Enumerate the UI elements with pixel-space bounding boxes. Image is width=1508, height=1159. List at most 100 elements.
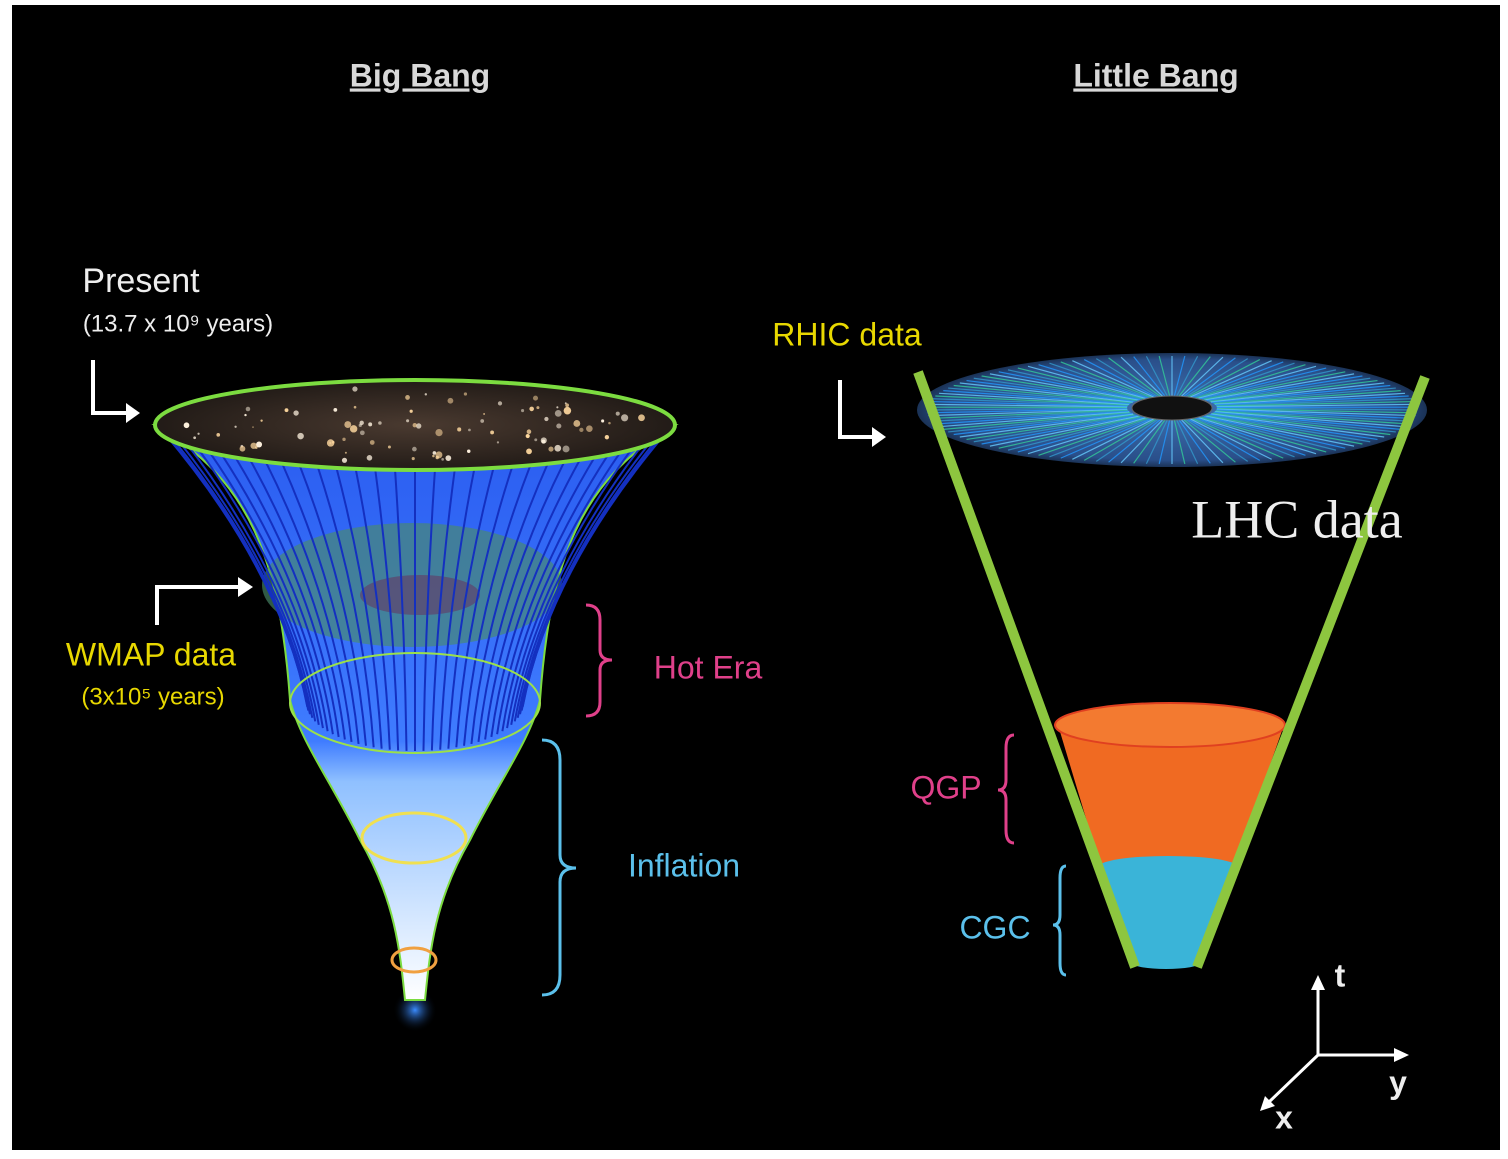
galaxy [605, 435, 609, 439]
galaxy [252, 426, 254, 428]
beam-pipe [1132, 396, 1212, 420]
galaxy [293, 410, 298, 415]
galaxy [345, 452, 347, 454]
galaxy [608, 422, 611, 425]
galaxy [406, 419, 409, 422]
galaxy [412, 457, 415, 460]
galaxy [197, 433, 199, 435]
galaxy [554, 445, 561, 452]
present-label: Present [82, 262, 200, 300]
cgc-top [1100, 856, 1236, 876]
galaxy [536, 406, 539, 409]
axis-x: x [1275, 1099, 1293, 1135]
galaxy [216, 433, 220, 437]
galaxy [579, 428, 583, 432]
galaxy [565, 403, 569, 407]
galaxy [638, 414, 645, 421]
galaxy [448, 398, 454, 404]
qgp-top [1055, 703, 1285, 747]
page: {"left": {"title": "Big Bang", "present"… [0, 0, 1508, 1154]
galaxy [240, 446, 246, 452]
galaxy [541, 437, 547, 443]
galaxy [416, 423, 421, 428]
galaxy [234, 426, 236, 428]
galaxy [555, 410, 562, 417]
galaxy [285, 408, 289, 412]
galaxy [193, 436, 196, 439]
galaxy [327, 439, 334, 446]
galaxy [573, 420, 580, 427]
galaxy [526, 434, 530, 438]
galaxy [342, 458, 347, 463]
galaxy [621, 414, 628, 421]
inflation-label: Inflation [628, 847, 740, 883]
galaxy [255, 446, 258, 449]
galaxy [360, 421, 364, 425]
galaxy [184, 422, 190, 428]
galaxy [260, 419, 262, 421]
galaxy [586, 425, 593, 432]
galaxy [413, 423, 417, 427]
galaxy [544, 417, 548, 421]
galaxy [498, 401, 502, 405]
galaxy [388, 445, 391, 448]
galaxy [412, 447, 417, 452]
galaxy [467, 450, 470, 453]
galaxy [521, 409, 524, 412]
galaxy [297, 433, 304, 440]
galaxy [533, 396, 538, 401]
galaxy [556, 406, 558, 408]
wmap-time: (3x10⁵ years) [81, 683, 224, 710]
galaxy [368, 422, 372, 426]
galaxy [616, 412, 620, 416]
galaxy [246, 407, 251, 412]
qgp-label: QGP [910, 769, 981, 805]
galaxy [457, 427, 461, 431]
left-title: Big Bang [350, 57, 490, 93]
galaxy [244, 414, 246, 416]
galaxy [435, 451, 442, 458]
galaxy [370, 440, 375, 445]
axis-y: y [1389, 1064, 1407, 1100]
galaxy [342, 438, 345, 441]
galaxy [360, 430, 365, 435]
galaxy [480, 419, 484, 423]
galaxy [405, 395, 410, 400]
galaxy [564, 407, 572, 415]
galaxy [344, 421, 351, 428]
lhc-label: LHC data [1191, 489, 1402, 549]
galaxy [548, 447, 553, 452]
galaxy [483, 413, 485, 415]
cgc-bottom [1132, 957, 1200, 969]
galaxy [534, 438, 537, 441]
rhic-label: RHIC data [772, 316, 922, 352]
galaxy [441, 458, 444, 461]
galaxy [526, 448, 532, 454]
galaxy [563, 445, 570, 452]
galaxy [432, 455, 435, 458]
galaxy [410, 410, 413, 413]
wmap-label: WMAP data [66, 636, 236, 672]
galaxy [527, 429, 532, 434]
galaxy [333, 408, 337, 412]
galaxy [445, 455, 451, 461]
galaxy [378, 421, 382, 425]
galaxy [367, 455, 373, 461]
galaxy [490, 431, 494, 435]
galaxy [354, 406, 357, 409]
galaxy [468, 429, 471, 432]
galaxy [425, 393, 427, 395]
galaxy [497, 441, 499, 443]
cgc-label: CGC [959, 909, 1030, 945]
galaxy [435, 429, 442, 436]
galaxy [350, 425, 357, 432]
hot-era-label: Hot Era [654, 649, 763, 685]
background [12, 5, 1500, 1150]
galaxy [352, 386, 357, 391]
right-title: Little Bang [1073, 57, 1238, 93]
galaxy [529, 407, 534, 412]
axis-t: t [1335, 957, 1346, 993]
galaxy [601, 419, 604, 422]
present-time: (13.7 x 10⁹ years) [83, 310, 273, 337]
diagram: Big Bang Little Bang Present (13.7 x 10⁹… [0, 0, 1508, 1154]
